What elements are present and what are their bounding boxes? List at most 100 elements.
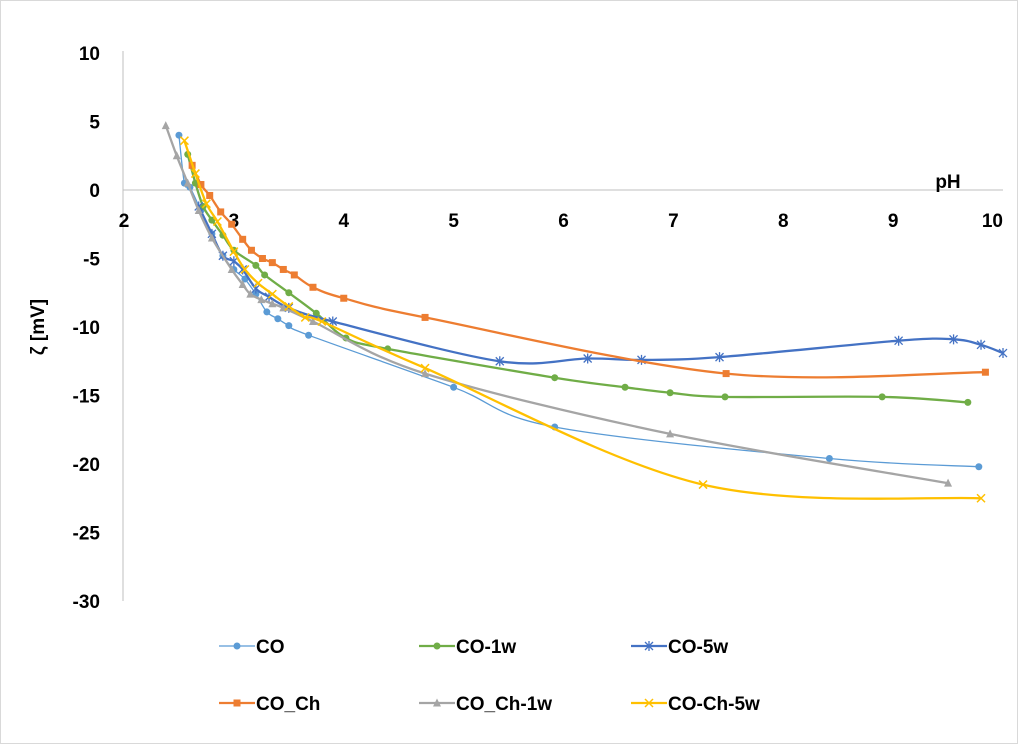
- data-point: [253, 278, 263, 288]
- data-point: [285, 289, 293, 297]
- x-tick-label: 10: [982, 211, 1003, 232]
- y-tick-label: -15: [73, 387, 101, 408]
- data-point: [421, 369, 430, 378]
- legend-marker: [433, 642, 441, 650]
- data-point: [975, 463, 983, 471]
- data-point: [258, 255, 266, 262]
- x-tick-label: 6: [558, 211, 569, 232]
- x-tick-label: 9: [888, 211, 899, 232]
- legend-label: CO-Ch-5w: [668, 694, 760, 715]
- legend-marker: [644, 698, 654, 708]
- data-point: [421, 313, 429, 321]
- legend-label: CO-1w: [456, 637, 516, 658]
- data-point: [238, 280, 247, 289]
- data-point: [161, 121, 170, 130]
- legend-marker: [644, 641, 654, 651]
- data-point: [998, 348, 1008, 359]
- x-tick-label: 2: [119, 211, 130, 232]
- y-tick-label: 5: [89, 113, 100, 134]
- data-point: [420, 363, 430, 373]
- x-tick-label: 4: [338, 211, 349, 232]
- data-point: [308, 317, 317, 326]
- series-line-3: [191, 164, 986, 379]
- y-tick-label: -20: [73, 455, 100, 476]
- data-point: [206, 191, 214, 199]
- data-point: [551, 374, 559, 382]
- data-point: [247, 246, 255, 254]
- data-point: [722, 370, 730, 378]
- data-point: [194, 206, 203, 215]
- data-point: [268, 259, 276, 267]
- data-point: [261, 271, 269, 279]
- legend-label: CO_Ch-1w: [456, 694, 552, 715]
- y-tick-label: -30: [73, 592, 100, 613]
- data-point: [179, 136, 189, 146]
- data-point: [698, 480, 708, 490]
- data-point: [964, 398, 972, 406]
- data-point: [268, 299, 277, 308]
- data-point: [583, 353, 593, 364]
- data-point: [201, 199, 211, 209]
- data-point: [267, 289, 277, 299]
- data-point: [239, 235, 247, 243]
- data-point: [621, 383, 629, 391]
- data-point: [949, 334, 959, 345]
- data-point: [495, 356, 505, 367]
- data-point: [284, 301, 294, 311]
- series-line-1: [186, 154, 968, 404]
- series-line-2: [197, 205, 1004, 365]
- data-point: [279, 265, 287, 273]
- data-point: [976, 493, 986, 503]
- data-point: [252, 261, 260, 269]
- data-point: [240, 264, 250, 274]
- x-tick-label: 7: [668, 211, 679, 232]
- y-axis-title: ζ [mV]: [28, 299, 49, 355]
- data-point: [190, 169, 200, 179]
- data-point: [450, 383, 458, 391]
- data-point: [172, 151, 181, 160]
- data-point: [878, 393, 886, 401]
- y-tick-label: 0: [89, 181, 100, 202]
- data-point: [317, 316, 327, 327]
- data-point: [981, 368, 989, 376]
- data-point: [305, 331, 313, 339]
- data-point: [246, 289, 255, 298]
- y-tick-label: 10: [79, 44, 100, 65]
- data-point: [183, 178, 192, 187]
- data-point: [309, 283, 317, 291]
- data-point: [263, 308, 271, 316]
- series-line-5: [183, 140, 982, 500]
- data-point: [715, 352, 724, 363]
- legend-label: CO-5w: [668, 637, 728, 658]
- legend-marker: [433, 698, 441, 707]
- data-point: [274, 315, 282, 323]
- data-point: [227, 264, 236, 273]
- data-point: [976, 339, 986, 350]
- legend-marker: [233, 699, 241, 707]
- y-tick-label: -10: [73, 318, 100, 339]
- data-point: [721, 393, 729, 401]
- legend-label: CO_Ch: [256, 694, 320, 715]
- data-point: [229, 247, 239, 257]
- data-point: [197, 181, 205, 189]
- data-point: [217, 208, 225, 216]
- legend-marker: [233, 642, 241, 650]
- data-point: [944, 478, 953, 487]
- data-point: [212, 216, 222, 227]
- data-point: [290, 271, 298, 279]
- x-tick-label: 8: [778, 211, 789, 232]
- data-point: [207, 233, 216, 242]
- data-point: [228, 220, 236, 228]
- y-tick-label: -25: [73, 524, 101, 545]
- legend-label: CO: [256, 637, 285, 658]
- data-point: [312, 309, 320, 317]
- data-point: [285, 322, 293, 330]
- x-tick-label: 5: [448, 211, 459, 232]
- data-point: [257, 295, 266, 304]
- data-point: [666, 389, 674, 397]
- data-point: [825, 455, 833, 463]
- data-point: [300, 312, 310, 322]
- x-axis-title: pH: [935, 172, 960, 193]
